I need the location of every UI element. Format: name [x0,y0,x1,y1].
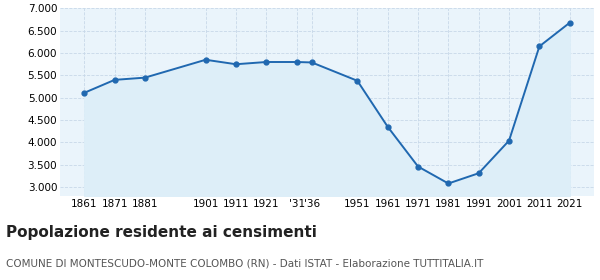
Text: Popolazione residente ai censimenti: Popolazione residente ai censimenti [6,225,317,241]
Text: COMUNE DI MONTESCUDO-MONTE COLOMBO (RN) - Dati ISTAT - Elaborazione TUTTITALIA.I: COMUNE DI MONTESCUDO-MONTE COLOMBO (RN) … [6,259,484,269]
